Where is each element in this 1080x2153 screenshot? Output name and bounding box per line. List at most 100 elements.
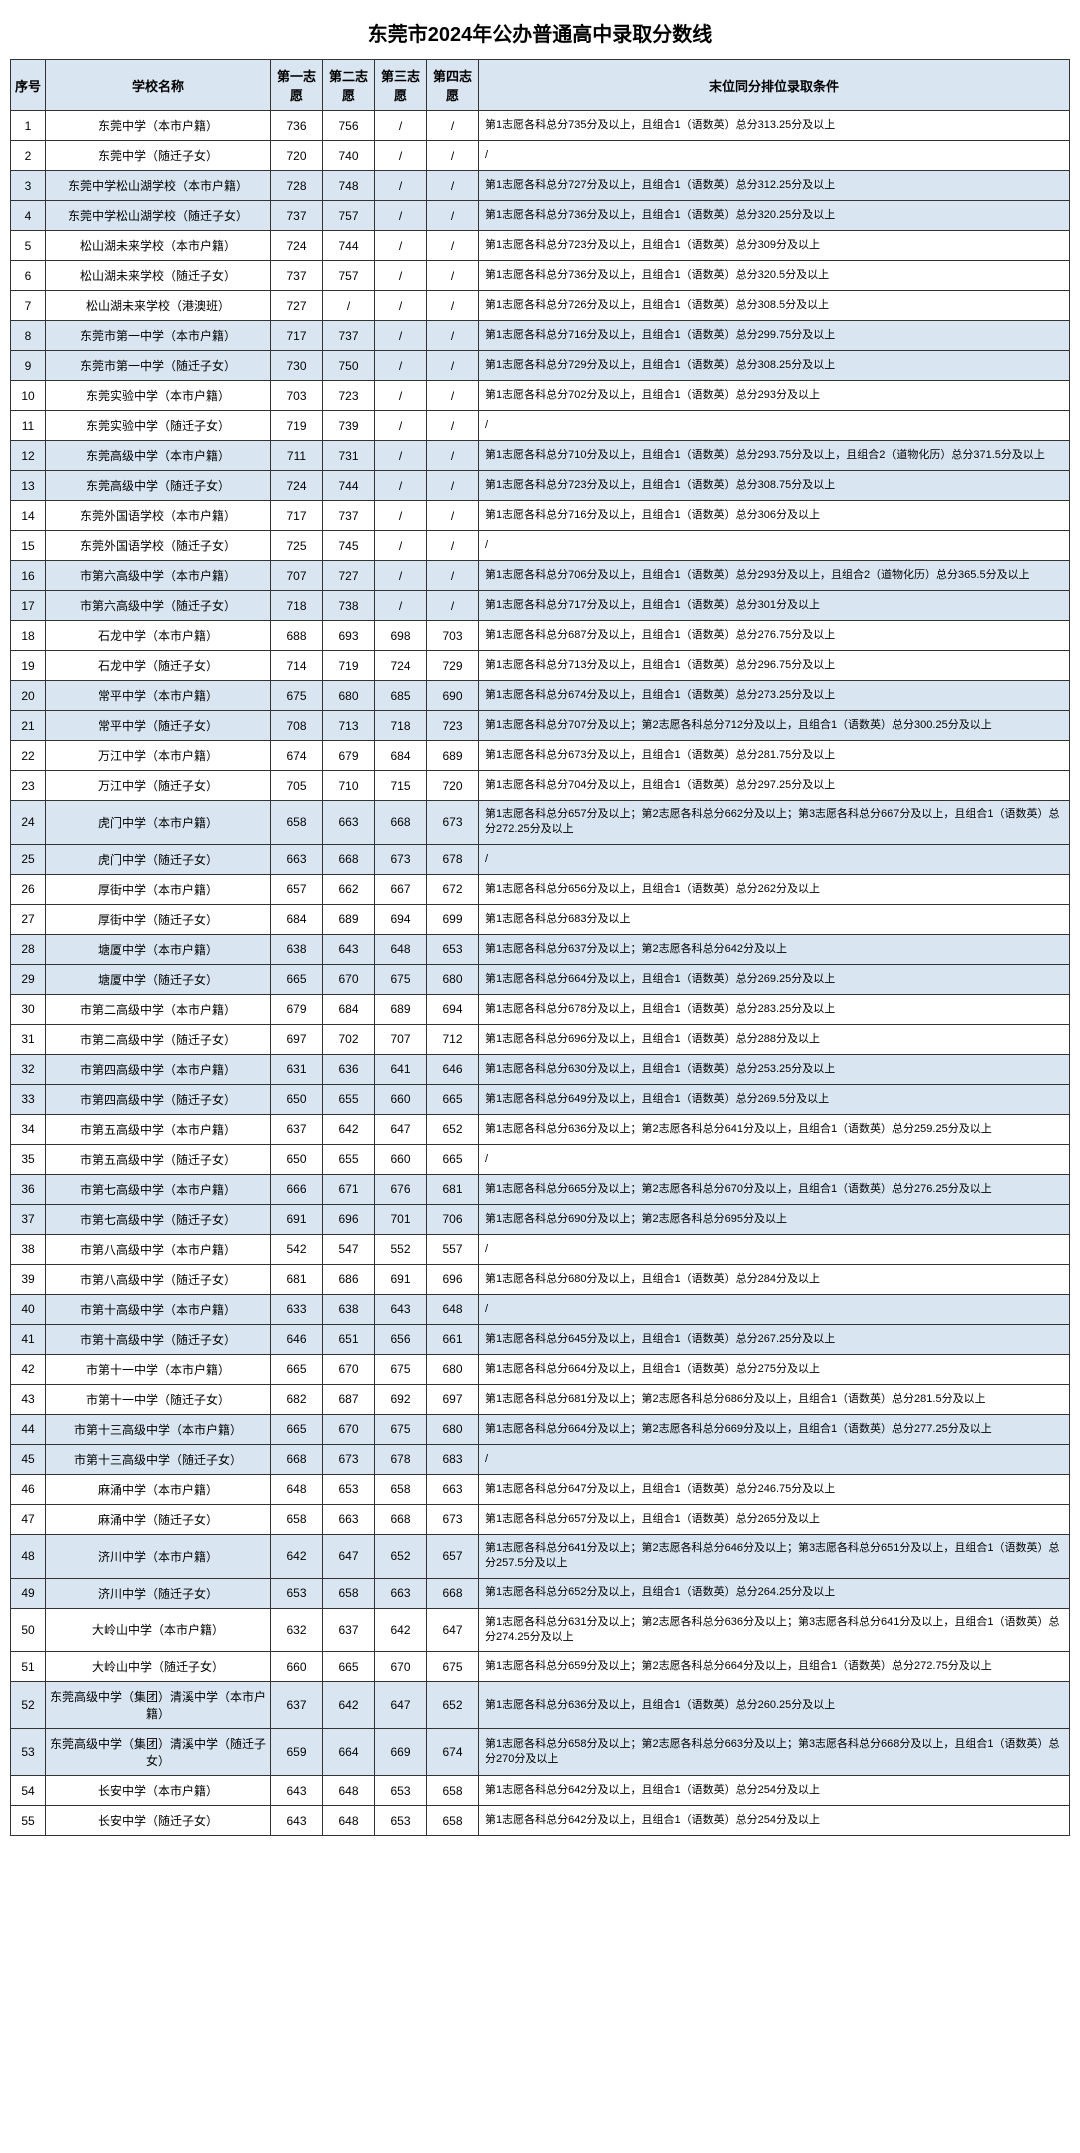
table-row: 26厚街中学（本市户籍）657662667672第1志愿各科总分656分及以上，… xyxy=(11,874,1070,904)
cell-score4: / xyxy=(427,501,479,531)
score-table: 序号 学校名称 第一志愿 第二志愿 第三志愿 第四志愿 末位同分排位录取条件 1… xyxy=(10,59,1070,1836)
cell-score1: 648 xyxy=(271,1474,323,1504)
cell-score2: 642 xyxy=(323,1682,375,1729)
cell-score1: 727 xyxy=(271,291,323,321)
cell-name: 塘厦中学（本市户籍） xyxy=(46,934,271,964)
table-row: 27厚街中学（随迁子女）684689694699第1志愿各科总分683分及以上 xyxy=(11,904,1070,934)
table-row: 12东莞高级中学（本市户籍）711731//第1志愿各科总分710分及以上，且组… xyxy=(11,441,1070,471)
cell-name: 市第七高级中学（本市户籍） xyxy=(46,1174,271,1204)
cell-condition: 第1志愿各科总分706分及以上，且组合1（语数英）总分293分及以上，且组合2（… xyxy=(479,561,1070,591)
cell-score1: 679 xyxy=(271,994,323,1024)
cell-condition: 第1志愿各科总分659分及以上；第2志愿各科总分664分及以上，且组合1（语数英… xyxy=(479,1652,1070,1682)
cell-score2: 756 xyxy=(323,111,375,141)
cell-score1: 658 xyxy=(271,1504,323,1534)
cell-seq: 22 xyxy=(11,741,46,771)
cell-seq: 26 xyxy=(11,874,46,904)
cell-score3: 718 xyxy=(375,711,427,741)
cell-score1: 633 xyxy=(271,1294,323,1324)
table-row: 8东莞市第一中学（本市户籍）717737//第1志愿各科总分716分及以上，且组… xyxy=(11,321,1070,351)
cell-seq: 5 xyxy=(11,231,46,261)
cell-condition: 第1志愿各科总分687分及以上，且组合1（语数英）总分276.75分及以上 xyxy=(479,621,1070,651)
cell-score4: / xyxy=(427,591,479,621)
table-row: 17市第六高级中学（随迁子女）718738//第1志愿各科总分717分及以上，且… xyxy=(11,591,1070,621)
cell-condition: 第1志愿各科总分710分及以上，且组合1（语数英）总分293.75分及以上，且组… xyxy=(479,441,1070,471)
cell-condition: 第1志愿各科总分649分及以上，且组合1（语数英）总分269.5分及以上 xyxy=(479,1084,1070,1114)
cell-score1: 725 xyxy=(271,531,323,561)
cell-seq: 8 xyxy=(11,321,46,351)
table-row: 51大岭山中学（随迁子女）660665670675第1志愿各科总分659分及以上… xyxy=(11,1652,1070,1682)
cell-name: 麻涌中学（随迁子女） xyxy=(46,1504,271,1534)
cell-condition: 第1志愿各科总分657分及以上，且组合1（语数英）总分265分及以上 xyxy=(479,1504,1070,1534)
cell-score3: 667 xyxy=(375,874,427,904)
table-row: 39市第八高级中学（随迁子女）681686691696第1志愿各科总分680分及… xyxy=(11,1264,1070,1294)
cell-score2: 671 xyxy=(323,1174,375,1204)
table-row: 10东莞实验中学（本市户籍）703723//第1志愿各科总分702分及以上，且组… xyxy=(11,381,1070,411)
cell-score2: 648 xyxy=(323,1776,375,1806)
cell-score2: 744 xyxy=(323,471,375,501)
cell-score1: 631 xyxy=(271,1054,323,1084)
cell-name: 市第六高级中学（本市户籍） xyxy=(46,561,271,591)
cell-name: 济川中学（本市户籍） xyxy=(46,1534,271,1578)
cell-score3: 701 xyxy=(375,1204,427,1234)
cell-score2: 643 xyxy=(323,934,375,964)
cell-seq: 23 xyxy=(11,771,46,801)
cell-score1: 632 xyxy=(271,1608,323,1652)
cell-seq: 49 xyxy=(11,1578,46,1608)
cell-condition: 第1志愿各科总分678分及以上，且组合1（语数英）总分283.25分及以上 xyxy=(479,994,1070,1024)
cell-seq: 38 xyxy=(11,1234,46,1264)
cell-score2: 647 xyxy=(323,1534,375,1578)
cell-score3: 676 xyxy=(375,1174,427,1204)
cell-seq: 24 xyxy=(11,801,46,845)
table-row: 19石龙中学（随迁子女）714719724729第1志愿各科总分713分及以上，… xyxy=(11,651,1070,681)
cell-score2: / xyxy=(323,291,375,321)
cell-name: 石龙中学（本市户籍） xyxy=(46,621,271,651)
table-row: 18石龙中学（本市户籍）688693698703第1志愿各科总分687分及以上，… xyxy=(11,621,1070,651)
cell-name: 市第七高级中学（随迁子女） xyxy=(46,1204,271,1234)
table-row: 23万江中学（随迁子女）705710715720第1志愿各科总分704分及以上，… xyxy=(11,771,1070,801)
cell-name: 济川中学（随迁子女） xyxy=(46,1578,271,1608)
cell-score1: 643 xyxy=(271,1776,323,1806)
cell-score2: 727 xyxy=(323,561,375,591)
cell-score2: 642 xyxy=(323,1114,375,1144)
cell-condition: 第1志愿各科总分630分及以上，且组合1（语数英）总分253.25分及以上 xyxy=(479,1054,1070,1084)
cell-score3: 653 xyxy=(375,1806,427,1836)
cell-score3: 678 xyxy=(375,1444,427,1474)
cell-score3: / xyxy=(375,321,427,351)
cell-score1: 675 xyxy=(271,681,323,711)
cell-score1: 691 xyxy=(271,1204,323,1234)
cell-score2: 653 xyxy=(323,1474,375,1504)
cell-score4: 680 xyxy=(427,1354,479,1384)
header-name: 学校名称 xyxy=(46,60,271,111)
table-row: 42市第十一中学（本市户籍）665670675680第1志愿各科总分664分及以… xyxy=(11,1354,1070,1384)
cell-score3: 669 xyxy=(375,1729,427,1776)
cell-condition: 第1志愿各科总分696分及以上，且组合1（语数英）总分288分及以上 xyxy=(479,1024,1070,1054)
cell-score3: 684 xyxy=(375,741,427,771)
table-row: 22万江中学（本市户籍）674679684689第1志愿各科总分673分及以上，… xyxy=(11,741,1070,771)
cell-score3: 660 xyxy=(375,1144,427,1174)
table-row: 53东莞高级中学（集团）清溪中学（随迁子女）659664669674第1志愿各科… xyxy=(11,1729,1070,1776)
cell-seq: 19 xyxy=(11,651,46,681)
cell-seq: 9 xyxy=(11,351,46,381)
table-row: 9东莞市第一中学（随迁子女）730750//第1志愿各科总分729分及以上，且组… xyxy=(11,351,1070,381)
cell-seq: 45 xyxy=(11,1444,46,1474)
cell-name: 市第四高级中学（随迁子女） xyxy=(46,1084,271,1114)
cell-name: 市第十三高级中学（随迁子女） xyxy=(46,1444,271,1474)
cell-condition: 第1志愿各科总分690分及以上；第2志愿各科总分695分及以上 xyxy=(479,1204,1070,1234)
cell-name: 东莞中学（随迁子女） xyxy=(46,141,271,171)
cell-name: 市第八高级中学（随迁子女） xyxy=(46,1264,271,1294)
cell-score1: 643 xyxy=(271,1806,323,1836)
cell-score1: 730 xyxy=(271,351,323,381)
cell-score1: 658 xyxy=(271,801,323,845)
cell-score3: 685 xyxy=(375,681,427,711)
table-row: 33市第四高级中学（随迁子女）650655660665第1志愿各科总分649分及… xyxy=(11,1084,1070,1114)
cell-seq: 39 xyxy=(11,1264,46,1294)
header-choice3: 第三志愿 xyxy=(375,60,427,111)
cell-condition: 第1志愿各科总分717分及以上，且组合1（语数英）总分301分及以上 xyxy=(479,591,1070,621)
cell-condition: 第1志愿各科总分729分及以上，且组合1（语数英）总分308.25分及以上 xyxy=(479,351,1070,381)
cell-condition: 第1志愿各科总分665分及以上；第2志愿各科总分670分及以上，且组合1（语数英… xyxy=(479,1174,1070,1204)
cell-score3: 663 xyxy=(375,1578,427,1608)
cell-score4: 663 xyxy=(427,1474,479,1504)
cell-score1: 703 xyxy=(271,381,323,411)
cell-seq: 7 xyxy=(11,291,46,321)
cell-score4: 694 xyxy=(427,994,479,1024)
